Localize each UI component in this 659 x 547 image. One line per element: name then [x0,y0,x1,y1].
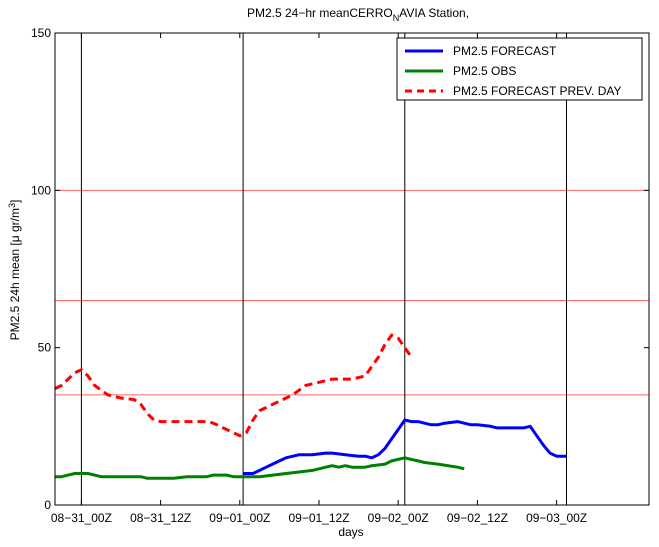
x-tick-label: 09−01_00Z [209,511,270,525]
chart-title: PM2.5 24−hr meanCERRONAVIA Station, [247,6,469,23]
series-layer [54,333,567,480]
x-axis-ticks: 08−31_00Z 08−31_12Z 09−01_00Z 09−01_12Z 09−0… [51,33,587,525]
axes-border [54,32,650,506]
threshold-lines [55,189,649,396]
y-axis-label: PM2.5 24h mean [μ gr/m3] [7,200,22,341]
series-line-1 [243,418,567,475]
x-tick-label: 08−31_00Z [51,511,112,525]
legend-label: PM2.5 OBS [453,64,516,78]
x-tick-label: 09−02_00Z [368,511,429,525]
y-tick-label: 50 [38,341,52,355]
y-axis-ticks: 0 50 100 150 [31,26,649,512]
y-tick-label: 100 [31,183,51,197]
x-tick-label: 09−03_00Z [526,511,587,525]
series-line-3 [54,333,413,438]
plot-background [55,33,649,505]
x-tick-label: 08−31_12Z [130,511,191,525]
day-separator-lines [80,33,567,505]
legend-box [396,37,643,101]
x-axis-label: days [338,525,363,539]
y-tick-label: 150 [31,26,51,40]
legend-label: PM2.5 FORECAST PREV. DAY [453,84,622,98]
x-tick-label: 09−02_12Z [447,511,508,525]
plot-area [55,33,649,505]
y-tick-label: 0 [44,498,51,512]
series-line-2 [55,456,465,480]
x-tick-label: 09−01_12Z [288,511,349,525]
axes-frame [54,32,650,506]
legend-label: PM2.5 FORECAST [453,44,557,58]
legend: PM2.5 FORECAST PM2.5 OBS PM2.5 FORECAST PR… [396,37,643,101]
